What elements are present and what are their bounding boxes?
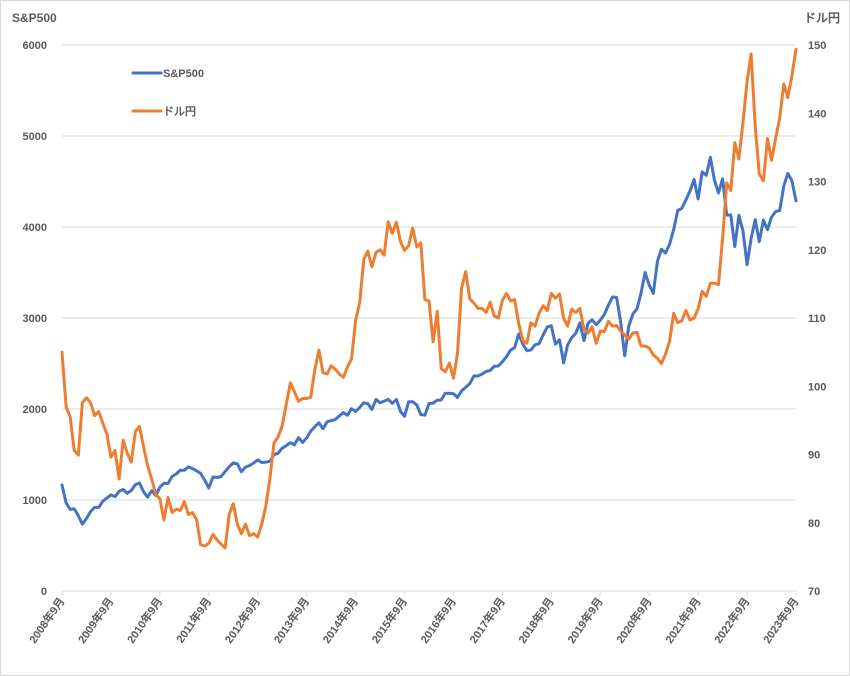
legend-label-sp500: S&P500 <box>163 68 204 80</box>
left-tick-label: 1000 <box>23 495 47 507</box>
usdjpy-line <box>60 47 798 550</box>
right-tick-label: 100 <box>808 381 826 393</box>
left-tick-label: 3000 <box>23 313 47 325</box>
right-tick-label: 70 <box>808 586 820 598</box>
left-tick-label: 6000 <box>23 40 47 52</box>
series-lines <box>60 47 798 550</box>
right-tick-label: 150 <box>808 40 826 52</box>
right-tick-label: 110 <box>808 313 826 325</box>
left-axis-title: S&P500 <box>12 11 57 25</box>
legend-label-usdjpy: ドル円 <box>163 105 196 118</box>
right-tick-label: 90 <box>808 450 820 462</box>
right-axis-title: ドル円 <box>804 11 840 25</box>
left-tick-label: 4000 <box>23 222 47 234</box>
right-tick-label: 140 <box>808 108 826 120</box>
gridlines <box>62 44 796 592</box>
left-tick-label: 5000 <box>23 131 47 143</box>
left-tick-label: 2000 <box>23 404 47 416</box>
left-tick-label: 0 <box>41 586 47 598</box>
right-tick-label: 130 <box>808 177 826 189</box>
legend: S&P500 ドル円 <box>131 68 204 118</box>
right-tick-label: 120 <box>808 245 826 257</box>
right-tick-label: 80 <box>808 518 820 530</box>
sp500-line <box>60 155 798 526</box>
